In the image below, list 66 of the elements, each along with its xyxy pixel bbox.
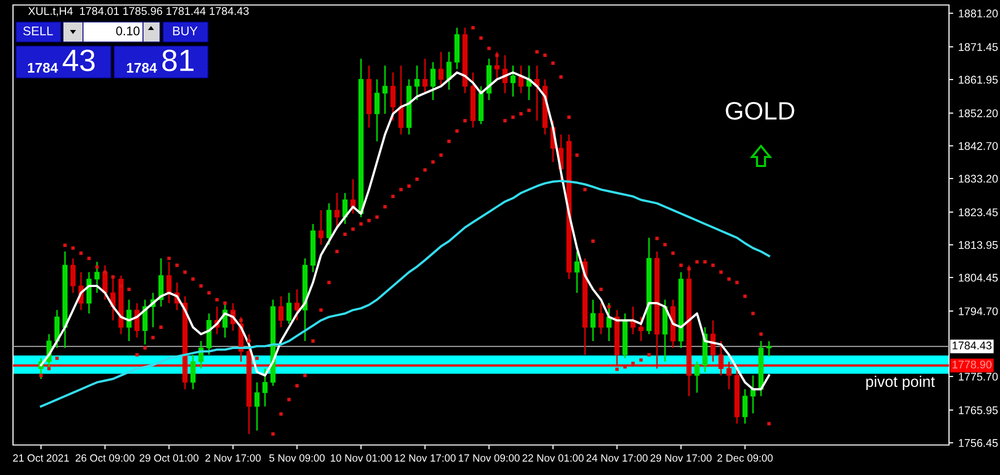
- candlestick: [438, 51, 444, 87]
- candlestick: [318, 210, 324, 246]
- candlestick: [334, 192, 340, 228]
- annotation: 1784: [28, 62, 58, 73]
- candlestick: [278, 296, 284, 328]
- candlestick: [166, 261, 172, 304]
- y-tick-label: 1765.95: [958, 406, 998, 414]
- y-tick-label: 1813.95: [958, 241, 998, 249]
- candlestick: [766, 340, 772, 358]
- candlestick: [254, 382, 260, 432]
- x-tick-label: 29 Nov 17:00: [650, 454, 712, 462]
- annotation: 0.10: [116, 26, 140, 36]
- annotation: 81: [162, 50, 194, 72]
- chart-title: XUL.t,H4 1784.01 1785.96 1781.44 1784.43: [28, 7, 249, 16]
- annotation: GOLD: [726, 102, 794, 120]
- y-tick-label: 1871.45: [958, 43, 998, 51]
- candlestick: [598, 302, 604, 335]
- x-tick-label: 21 Oct 2021: [13, 454, 69, 462]
- candlestick: [350, 178, 356, 214]
- candlestick: [574, 250, 580, 294]
- candlestick: [70, 258, 76, 294]
- ref-line-label: 1784.43: [952, 342, 992, 350]
- y-tick-label: 1881.20: [958, 10, 998, 18]
- candlestick: [382, 64, 388, 114]
- y-tick-label: 1852.20: [958, 109, 998, 118]
- candlestick: [262, 368, 268, 408]
- y-tick-label: 1842.70: [958, 142, 998, 150]
- x-tick-label: 5 Nov 09:00: [269, 454, 325, 462]
- candlestick: [374, 78, 380, 142]
- x-tick-label: 17 Nov 09:00: [458, 454, 520, 462]
- candlestick: [494, 51, 500, 80]
- x-tick-label: 2 Dec 09:00: [717, 454, 773, 462]
- candlestick: [694, 360, 700, 394]
- y-tick-label: 1775.70: [958, 372, 998, 381]
- ref-line-label: 1778.90: [952, 360, 992, 368]
- candlestick: [510, 64, 516, 98]
- x-tick-label: 10 Nov 01:00: [330, 454, 392, 462]
- y-tick-label: 1861.95: [958, 76, 998, 84]
- x-tick-label: 22 Nov 01:00: [522, 454, 584, 462]
- line-series: [40, 180, 770, 408]
- annotation: 1784: [126, 62, 157, 73]
- y-tick-label: 1833.20: [958, 174, 998, 183]
- y-tick-label: 1756.45: [958, 439, 998, 447]
- candlestick: [638, 316, 644, 342]
- candlestick: [742, 388, 748, 424]
- candlestick: [294, 288, 300, 322]
- candlestick: [398, 64, 404, 136]
- band-label: pivot point: [866, 376, 935, 390]
- y-tick-label: 1804.45: [958, 274, 998, 282]
- x-tick-label: 29 Oct 01:00: [140, 454, 198, 462]
- x-tick-label: 24 Nov 17:00: [586, 454, 648, 462]
- x-tick-label: 26 Oct 09:00: [76, 454, 134, 462]
- annotation: BUY: [173, 26, 198, 36]
- candlestick: [286, 292, 292, 325]
- x-tick-label: 12 Nov 17:00: [394, 454, 456, 462]
- annotation: SELL: [23, 26, 53, 36]
- candlestick: [414, 64, 420, 101]
- candlestick: [390, 72, 396, 122]
- candlestick: [430, 61, 436, 101]
- candlestick: [422, 58, 428, 94]
- candlestick: [590, 299, 596, 342]
- y-tick-label: 1823.45: [958, 208, 998, 216]
- candlestick: [190, 354, 196, 390]
- annotation: 43: [62, 50, 95, 72]
- x-tick-label: 2 Nov 17:00: [205, 454, 261, 462]
- y-tick-label: 1794.70: [958, 307, 998, 316]
